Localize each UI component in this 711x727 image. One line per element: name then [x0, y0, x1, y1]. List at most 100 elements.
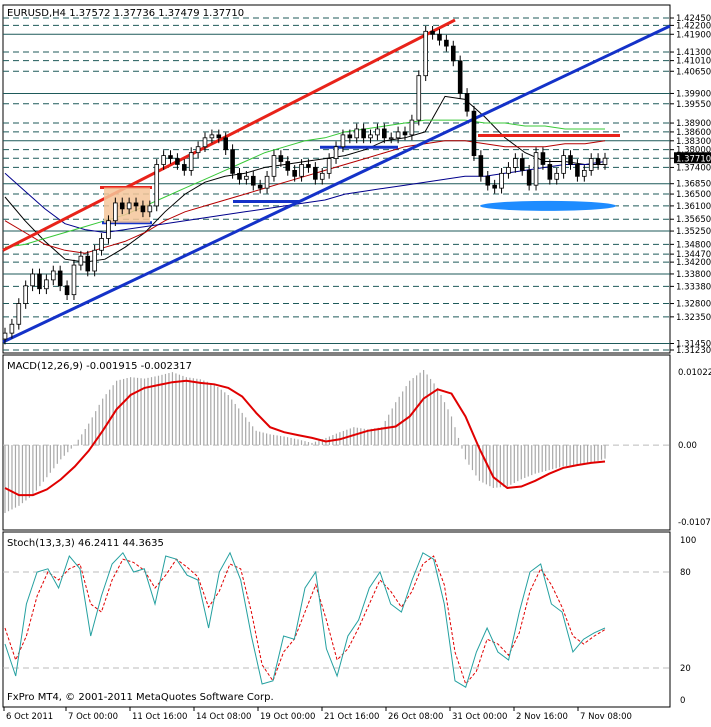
candle-body: [478, 155, 484, 177]
price-label: 1.35650: [676, 215, 711, 225]
stoch-axis-label: 20: [680, 664, 691, 674]
candle-body: [485, 175, 491, 186]
time-label: 11 Oct 16:00: [132, 712, 187, 722]
time-label: 6 Oct 2011: [6, 712, 53, 722]
candle-body: [175, 158, 180, 165]
candle-body: [209, 134, 215, 139]
price-label: 1.32800: [676, 300, 711, 310]
price-label: 1.34800: [676, 240, 711, 250]
candle-body: [85, 255, 91, 272]
candle-body: [278, 155, 284, 162]
price-label: 1.33800: [676, 270, 711, 280]
candle-body: [50, 270, 56, 281]
price-label: 1.31230: [676, 346, 711, 356]
candle-body: [133, 202, 139, 207]
moving-average-line: [4, 95, 605, 263]
price-label: 1.42450: [676, 14, 711, 24]
candle-body: [402, 131, 408, 136]
candle-body: [444, 39, 449, 47]
time-label: 19 Oct 00:00: [260, 712, 315, 722]
stoch-gridlines: [3, 571, 670, 669]
candle-body: [292, 169, 297, 177]
candle-body: [285, 161, 291, 171]
candle-body: [471, 110, 477, 156]
candle-body: [237, 172, 242, 180]
candle-body: [188, 152, 194, 171]
candle-body: [154, 164, 160, 207]
candle-body: [361, 128, 366, 139]
candle-body: [223, 137, 228, 151]
candle-body: [450, 45, 456, 62]
price-label: 1.33380: [676, 282, 711, 292]
candle-body: [182, 164, 187, 171]
stoch-panel[interactable]: [2, 531, 671, 708]
candle-body: [168, 155, 173, 159]
price-label: 1.31450: [676, 339, 711, 349]
macd-axis-label: 0.01022: [678, 368, 711, 378]
candle-body: [299, 164, 304, 177]
candle-body: [161, 155, 166, 165]
candle-body: [575, 164, 580, 177]
price-label: 1.41900: [676, 30, 711, 40]
candle-body: [499, 172, 504, 189]
price-label: 1.37400: [676, 163, 711, 173]
time-label: 7 Oct 00:00: [68, 712, 118, 722]
price-label: 1.35250: [676, 227, 711, 237]
time-label: 26 Oct 08:00: [388, 712, 443, 722]
moving-average-line: [4, 140, 606, 254]
candle-body: [92, 249, 97, 272]
candle-body: [340, 134, 346, 148]
candle-body: [306, 164, 311, 168]
stoch-axis: 100 80 20 0: [680, 536, 696, 706]
price-label: 1.36500: [676, 190, 711, 200]
candle-body: [250, 175, 256, 186]
candle-body: [126, 202, 132, 210]
candle-body: [533, 152, 539, 186]
time-axis: 6 Oct 2011 7 Oct 00:00 11 Oct 16:00 14 Oct …: [3, 707, 632, 722]
candle-body: [9, 323, 15, 334]
candle-body: [140, 205, 146, 213]
candle-body: [382, 128, 387, 139]
price-label: 1.38300: [676, 137, 711, 147]
candle-body: [333, 146, 339, 159]
candle-body: [16, 303, 22, 325]
stoch-signal-line: [4, 555, 606, 686]
candle-body: [271, 155, 277, 177]
macd-axis: 0.01022 0.00 -0.01076: [678, 368, 711, 528]
main-panel[interactable]: [2, 4, 671, 354]
upper-channel-line: [2, 18, 456, 252]
macd-histogram: [4, 369, 606, 513]
price-label: 1.42200: [676, 21, 711, 31]
price-label: 1.34470: [676, 250, 711, 260]
candle-body: [257, 184, 263, 189]
candle-body: [561, 155, 566, 174]
price-label: 1.41010: [676, 57, 711, 67]
candle-body: [416, 75, 422, 121]
macd-axis-label: 0.00: [678, 441, 697, 451]
candle-body: [547, 164, 553, 180]
candle-body: [195, 146, 201, 154]
time-label: 31 Oct 00:00: [452, 712, 507, 722]
candle-body: [568, 155, 573, 165]
price-label: 1.40650: [676, 67, 711, 77]
candle-body: [588, 158, 594, 171]
candle-body: [347, 134, 353, 139]
moving-average-line: [4, 161, 606, 234]
candle-body: [106, 220, 111, 239]
candle-body: [506, 167, 511, 174]
time-label: 21 Oct 16:00: [324, 712, 379, 722]
price-label: 1.39900: [676, 89, 711, 99]
candle-body: [99, 238, 104, 251]
candle-body: [37, 273, 42, 290]
stoch-axis-label: 0: [680, 696, 685, 706]
candle-body: [582, 169, 587, 177]
candle-body: [519, 158, 525, 171]
time-label: 7 Nov 08:00: [580, 712, 632, 722]
candle-body: [313, 167, 318, 180]
price-label: 1.38900: [676, 119, 711, 129]
candle-body: [526, 169, 532, 186]
candle-body: [395, 131, 401, 139]
price-label: 1.36850: [676, 180, 711, 190]
